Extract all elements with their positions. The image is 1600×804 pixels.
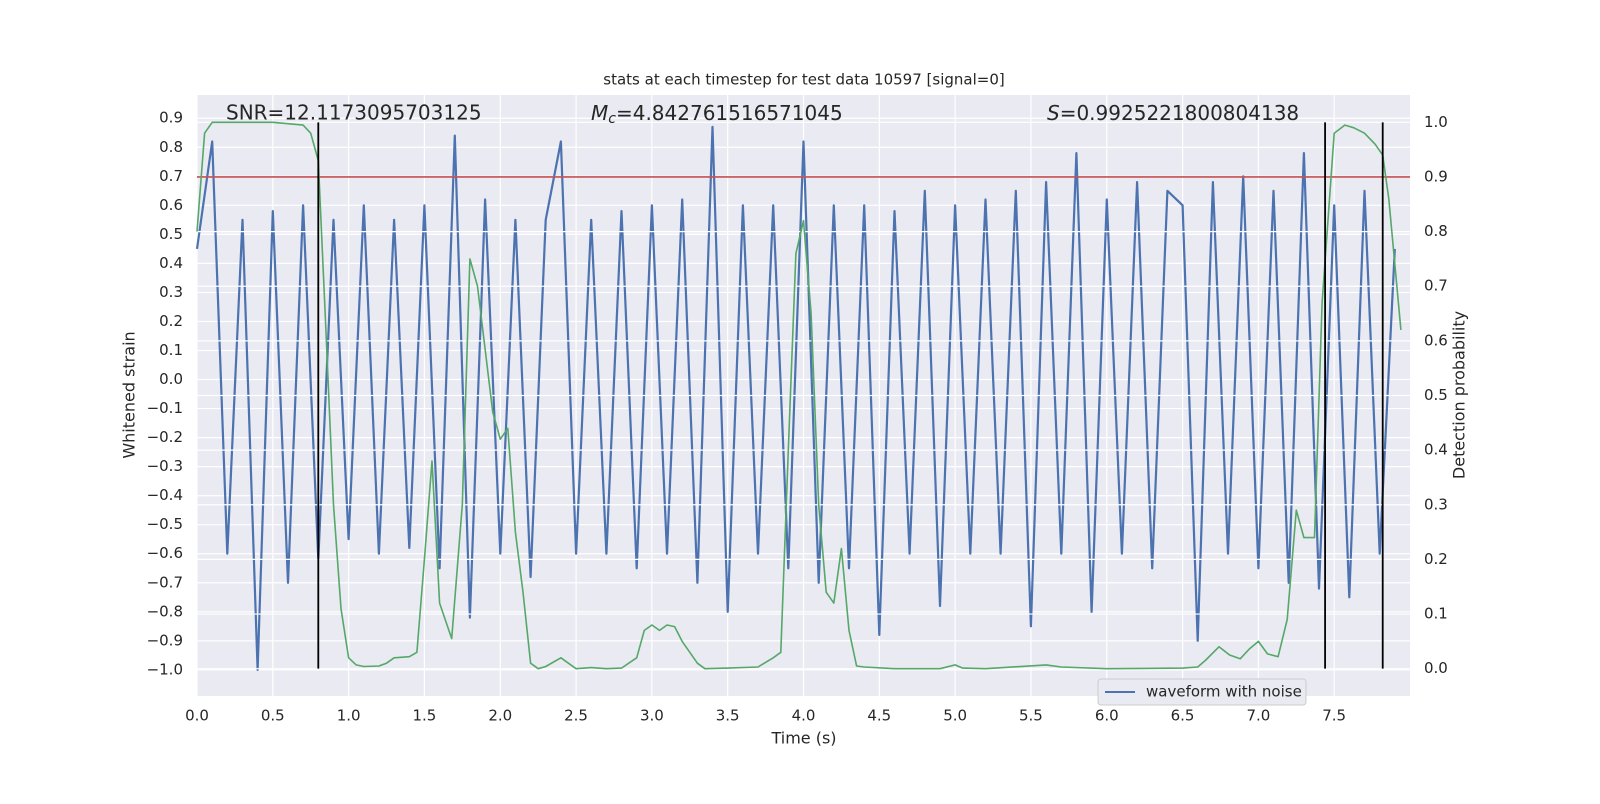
y-tick-label: 0.1: [159, 341, 183, 359]
y-tick-label: −0.8: [147, 602, 183, 620]
y-tick-label: 0.9: [159, 109, 183, 127]
x-tick-label: 0.5: [261, 707, 285, 725]
x-tick-label: 1.0: [337, 707, 361, 725]
annotation-part: S: [1047, 101, 1060, 125]
annotation: S=0.9925221800804138: [1047, 101, 1299, 125]
y-tick-label: 0.5: [159, 225, 183, 243]
y-tick-label: −0.1: [147, 399, 183, 417]
annotation-part: =0.9925221800804138: [1060, 101, 1299, 125]
y-tick-label: −0.7: [147, 573, 183, 591]
data-line: [196, 121, 1402, 670]
x-tick-label: 4.5: [867, 707, 891, 725]
y2-tick-label: 0.1: [1424, 605, 1448, 623]
annotation: SNR=12.1173095703125: [226, 101, 482, 125]
y-tick-label: 0.4: [159, 254, 183, 272]
x-tick-label: 3.0: [640, 707, 664, 725]
y-tick-label: 0.0: [159, 370, 183, 388]
annotation: Mc=4.842761516571045: [591, 101, 843, 128]
y-tick-label: −0.5: [147, 515, 183, 533]
y2-tick-label: 0.2: [1424, 550, 1448, 568]
y2-tick-label: 0.0: [1424, 659, 1448, 677]
x-tick-label: 6.5: [1171, 707, 1195, 725]
x-tick-label: 2.5: [564, 707, 588, 725]
chart-title: stats at each timestep for test data 105…: [603, 71, 1004, 89]
y-tick-label: 0.3: [159, 283, 183, 301]
y-tick-label: 0.8: [159, 138, 183, 156]
y-axis-label: Whitened strain: [120, 331, 139, 458]
y2-tick-label: 0.8: [1424, 222, 1448, 240]
x-tick-label: 3.5: [716, 707, 740, 725]
x-axis-label: Time (s): [770, 729, 836, 748]
y-tick-label: −0.4: [147, 486, 183, 504]
y2-tick-label: 0.4: [1424, 441, 1448, 459]
y-tick-label: −0.6: [147, 544, 183, 562]
y-tick-label: 0.2: [159, 312, 183, 330]
x-tick-label: 4.0: [792, 707, 816, 725]
x-tick-label: 7.0: [1246, 707, 1270, 725]
x-tick-label: 6.0: [1095, 707, 1119, 725]
y2-tick-label: 1.0: [1424, 113, 1448, 131]
x-tick-label: 7.5: [1322, 707, 1346, 725]
x-tick-label: 2.0: [488, 707, 512, 725]
y-tick-label: −0.2: [147, 428, 183, 446]
legend-box: [1097, 678, 1307, 706]
y2-tick-label: 0.7: [1424, 277, 1448, 295]
annotation-part: =4.842761516571045: [616, 101, 843, 125]
y-tick-label: −1.0: [147, 660, 183, 678]
y-tick-label: −0.9: [147, 631, 183, 649]
x-tick-label: 0.0: [185, 707, 209, 725]
y2-tick-label: 0.9: [1424, 167, 1448, 185]
y-tick-label: −0.3: [147, 457, 183, 475]
y-tick-label: 0.7: [159, 167, 183, 185]
y2-tick-label: 0.5: [1424, 386, 1448, 404]
data-line: [195, 125, 1396, 671]
y2-tick-label: 0.3: [1424, 495, 1448, 513]
y2-tick-label: 0.6: [1424, 331, 1448, 349]
y2-axis-label: Detection probability: [1450, 311, 1469, 479]
x-tick-label: 5.0: [943, 707, 967, 725]
y-tick-label: 0.6: [159, 196, 183, 214]
x-tick-label: 5.5: [1019, 707, 1043, 725]
legend-label: waveform with noise: [1146, 683, 1302, 701]
annotation-part: M: [591, 101, 608, 125]
annotation-part: c: [608, 111, 616, 127]
x-tick-label: 1.5: [413, 707, 437, 725]
